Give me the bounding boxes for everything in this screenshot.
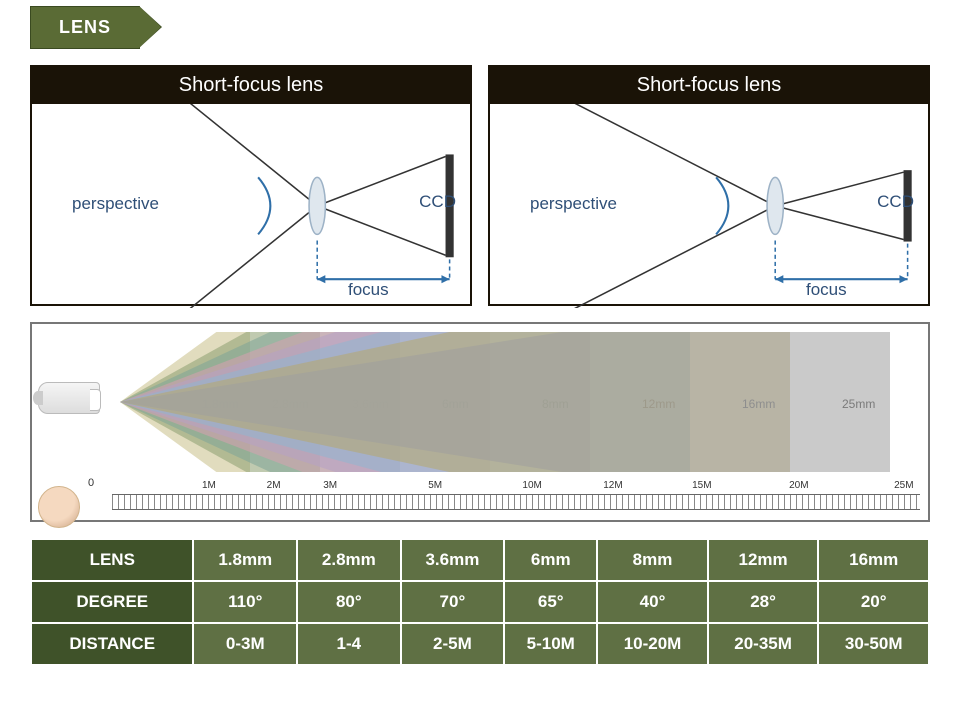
table-row-label: LENS bbox=[31, 539, 193, 581]
ruler-tick: 5M bbox=[428, 480, 442, 491]
table-cell: 5-10M bbox=[504, 623, 597, 665]
ruler-tick: 25M bbox=[894, 480, 913, 491]
table-cell: 2-5M bbox=[401, 623, 505, 665]
ruler-zero: 0 bbox=[88, 477, 94, 489]
panel-title: Short-focus lens bbox=[490, 67, 928, 104]
table-cell: 6mm bbox=[504, 539, 597, 581]
ruler-tick: 15M bbox=[692, 480, 711, 491]
table-cell: 3.6mm bbox=[401, 539, 505, 581]
distance-ruler bbox=[112, 494, 920, 510]
fov-wedge-label: 25mm bbox=[842, 397, 875, 411]
table-cell: 40° bbox=[597, 581, 708, 623]
table-cell: 12mm bbox=[708, 539, 819, 581]
table-cell: 20° bbox=[818, 581, 929, 623]
panel-body: perspective CCD focus bbox=[490, 104, 928, 304]
table-cell: 80° bbox=[297, 581, 401, 623]
label-perspective: perspective bbox=[530, 194, 617, 214]
table-row-label: DEGREE bbox=[31, 581, 193, 623]
ruler-tick: 20M bbox=[789, 480, 808, 491]
label-ccd: CCD bbox=[877, 192, 914, 212]
section-header: LENS bbox=[30, 6, 140, 49]
face-icon bbox=[38, 486, 80, 528]
lens-panel-0: Short-focus lens perspective CCD focus bbox=[30, 65, 472, 306]
table-cell: 1-4 bbox=[297, 623, 401, 665]
ruler-tick: 10M bbox=[522, 480, 541, 491]
table-cell: 70° bbox=[401, 581, 505, 623]
table-cell: 2.8mm bbox=[297, 539, 401, 581]
table-row-label: DISTANCE bbox=[31, 623, 193, 665]
table-cell: 0-3M bbox=[193, 623, 297, 665]
lens-table: LENS1.8mm2.8mm3.6mm6mm8mm12mm16mmDEGREE1… bbox=[30, 538, 930, 666]
table-cell: 110° bbox=[193, 581, 297, 623]
focus-panels-row: Short-focus lens perspectiveCCDfocusShor… bbox=[30, 65, 930, 306]
ruler-tick: 12M bbox=[603, 480, 622, 491]
table-cell: 16mm bbox=[818, 539, 929, 581]
table-cell: 10-20M bbox=[597, 623, 708, 665]
table-cell: 8mm bbox=[597, 539, 708, 581]
fov-illustration: 1.8mm2.8mm3.6mm6mm8mm12mm16mm25mm 0 1M2M… bbox=[30, 322, 930, 522]
panel-body: perspective CCD focus bbox=[32, 104, 470, 304]
panel-title: Short-focus lens bbox=[32, 67, 470, 104]
table-cell: 30-50M bbox=[818, 623, 929, 665]
label-ccd: CCD bbox=[419, 192, 456, 212]
label-focus: focus bbox=[348, 280, 389, 300]
table-cell: 1.8mm bbox=[193, 539, 297, 581]
fov-wedge bbox=[50, 332, 890, 472]
lens-panel-1: Short-focus lens perspective CCD focus bbox=[488, 65, 930, 306]
label-perspective: perspective bbox=[72, 194, 159, 214]
label-focus: focus bbox=[806, 280, 847, 300]
table-cell: 28° bbox=[708, 581, 819, 623]
table-cell: 65° bbox=[504, 581, 597, 623]
ruler-tick: 1M bbox=[202, 480, 216, 491]
table-cell: 20-35M bbox=[708, 623, 819, 665]
camera-icon bbox=[38, 382, 100, 414]
ruler-tick: 2M bbox=[267, 480, 281, 491]
ruler-tick: 3M bbox=[323, 480, 337, 491]
